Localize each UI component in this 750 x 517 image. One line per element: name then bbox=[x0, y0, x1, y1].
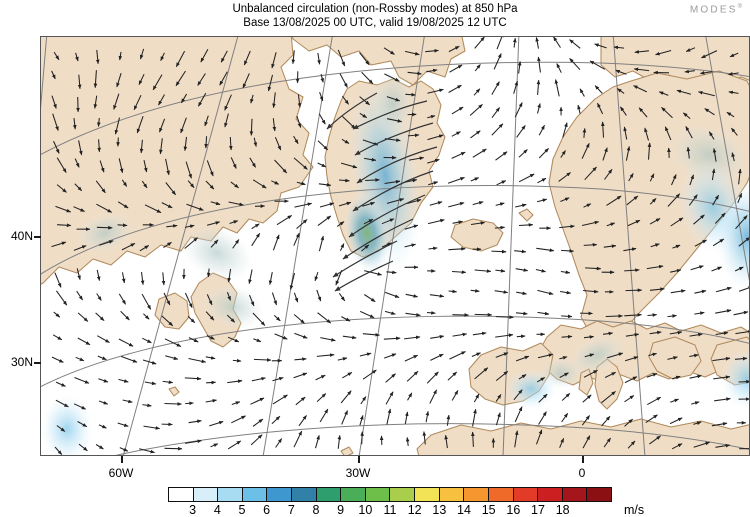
colorbar-segment-14 bbox=[514, 488, 539, 501]
colorbar-label-8: 8 bbox=[313, 503, 320, 517]
colorbar-segment-12 bbox=[464, 488, 489, 501]
colorbar-segment-4 bbox=[267, 488, 292, 501]
axis-label-lat-30: 30N bbox=[11, 355, 33, 369]
tick-lon-0 bbox=[582, 456, 584, 463]
wind-arrow bbox=[251, 119, 252, 136]
wind-arrow bbox=[496, 317, 514, 318]
colorbar-segment-11 bbox=[440, 488, 465, 501]
colorbar-label-4: 4 bbox=[214, 503, 221, 517]
colorbar-segment-1 bbox=[194, 488, 219, 501]
colorbar-label-5: 5 bbox=[239, 503, 246, 517]
wind-arrow bbox=[669, 148, 670, 158]
wind-arrow bbox=[517, 336, 525, 337]
shade-ionian bbox=[539, 357, 583, 389]
tick-lon-30w bbox=[358, 456, 360, 463]
colorbar-segment-8 bbox=[366, 488, 391, 501]
colorbar-segment-16 bbox=[563, 488, 588, 501]
wind-arrow bbox=[491, 251, 506, 252]
wind-arrow bbox=[561, 316, 572, 317]
axis-label-lon-60w: 60W bbox=[101, 466, 141, 480]
wind-arrow bbox=[97, 227, 112, 228]
colorbar-label-6: 6 bbox=[263, 503, 270, 517]
colorbar-segment-9 bbox=[390, 488, 415, 501]
modes-watermark: MODES® bbox=[690, 4, 742, 15]
wind-arrow bbox=[185, 403, 193, 404]
wind-arrow bbox=[362, 432, 363, 445]
axis-label-lon-0: 0 bbox=[562, 466, 602, 480]
colorbar-segment-13 bbox=[489, 488, 514, 501]
colorbar-label-11: 11 bbox=[384, 503, 397, 517]
map-clip bbox=[41, 37, 749, 455]
colorbar-label-7: 7 bbox=[288, 503, 295, 517]
colorbar-label-13: 13 bbox=[432, 503, 446, 517]
wind-arrow bbox=[254, 359, 271, 360]
wind-arrow bbox=[365, 180, 379, 181]
map-plot-area[interactable] bbox=[40, 36, 750, 456]
colorbar-label-10: 10 bbox=[358, 503, 372, 517]
colorbar-segment-7 bbox=[341, 488, 366, 501]
wind-arrow bbox=[626, 290, 642, 291]
colorbar-label-16: 16 bbox=[506, 503, 520, 517]
tick-lat-40 bbox=[34, 236, 41, 238]
wind-arrow bbox=[118, 225, 128, 226]
wind-arrow bbox=[475, 314, 492, 315]
wind-arrow bbox=[606, 316, 623, 317]
colorbar-tick-labels: 3 4 5 6 7 8 9 10 11 12 13 14 15 16 17 18 bbox=[168, 503, 612, 517]
colorbar-segment-15 bbox=[538, 488, 563, 501]
colorbar-label-3: 3 bbox=[189, 503, 196, 517]
colorbar-segment-17 bbox=[587, 488, 611, 501]
page-subtitle: Base 13/08/2025 00 UTC, valid 19/08/2025… bbox=[0, 16, 750, 30]
wind-arrow bbox=[405, 94, 415, 95]
colorbar-label-14: 14 bbox=[457, 503, 471, 517]
wind-arrow bbox=[206, 382, 216, 383]
tick-lat-30 bbox=[34, 362, 41, 364]
map-canvas bbox=[41, 37, 749, 455]
title-block: Unbalanced circulation (non-Rossby modes… bbox=[0, 2, 750, 30]
axis-label-lon-30w: 30W bbox=[338, 466, 378, 480]
colorbar[interactable] bbox=[168, 487, 612, 502]
colorbar-segment-10 bbox=[415, 488, 440, 501]
wind-arrow bbox=[233, 360, 241, 361]
colorbar-label-12: 12 bbox=[408, 503, 422, 517]
wind-arrow bbox=[165, 448, 183, 449]
colorbar-label-18: 18 bbox=[556, 503, 570, 517]
colorbar-segment-5 bbox=[292, 488, 317, 501]
colorbar-unit-label: m/s bbox=[624, 503, 644, 517]
colorbar-segment-6 bbox=[317, 488, 342, 501]
page-title: Unbalanced circulation (non-Rossby modes… bbox=[0, 2, 750, 16]
colorbar-segment-0 bbox=[169, 488, 194, 501]
axis-label-lat-40: 40N bbox=[11, 229, 33, 243]
colorbar-label-15: 15 bbox=[482, 503, 496, 517]
tick-lon-60w bbox=[121, 456, 123, 463]
colorbar-label-17: 17 bbox=[531, 503, 545, 517]
colorbar-segment-2 bbox=[218, 488, 243, 501]
wind-arrow bbox=[427, 313, 435, 314]
wind-arrow bbox=[165, 404, 182, 405]
watermark-text: MODES bbox=[690, 4, 738, 15]
wind-arrow bbox=[739, 382, 749, 383]
shade-greenland-north bbox=[371, 69, 415, 137]
colorbar-label-9: 9 bbox=[337, 503, 344, 517]
colorbar-segment-3 bbox=[243, 488, 268, 501]
watermark-registered-mark: ® bbox=[738, 4, 742, 10]
